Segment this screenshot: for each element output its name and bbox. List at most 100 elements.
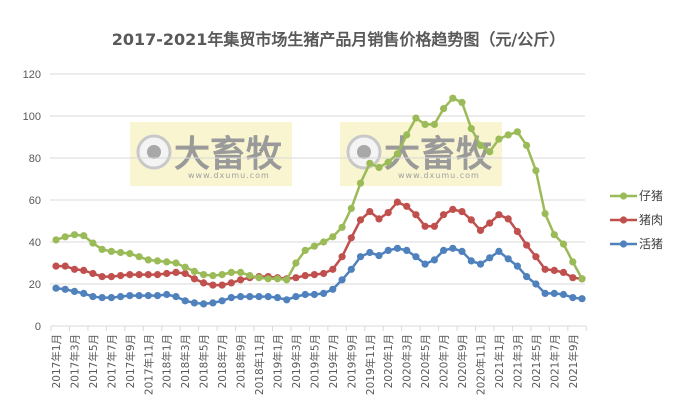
data-point	[329, 265, 337, 273]
data-point	[200, 300, 208, 308]
data-point	[523, 141, 531, 149]
data-point	[320, 269, 328, 278]
data-point	[550, 266, 558, 274]
x-tick-label: 2018年3月	[179, 334, 192, 388]
data-point	[523, 273, 531, 281]
data-point	[52, 236, 60, 244]
data-point	[338, 223, 346, 231]
x-tick-label: 2017年9月	[124, 334, 137, 388]
data-point	[347, 204, 355, 212]
data-point	[541, 265, 549, 273]
data-point	[458, 208, 466, 216]
data-point	[153, 257, 162, 265]
data-point	[70, 287, 79, 295]
data-point	[467, 216, 475, 224]
x-tick-label: 2019年11月	[364, 334, 377, 395]
legend-item: 猪肉	[610, 213, 663, 227]
data-point	[117, 248, 125, 257]
data-point	[301, 246, 309, 254]
data-point	[273, 294, 282, 302]
data-point	[569, 294, 577, 302]
data-point	[52, 262, 60, 270]
data-point	[384, 158, 392, 166]
data-point	[200, 279, 208, 287]
data-point	[559, 268, 568, 276]
data-point	[126, 271, 134, 279]
data-point	[356, 253, 365, 261]
x-tick-label: 2019年7月	[327, 334, 340, 388]
data-point	[495, 135, 503, 143]
data-point	[153, 292, 162, 300]
x-tick-label: 2017年1月	[50, 334, 63, 388]
legend-item: 仔猪	[610, 189, 663, 203]
data-point	[458, 247, 466, 255]
x-tick-label: 2020年7月	[438, 334, 451, 388]
data-point	[98, 273, 106, 281]
data-point	[375, 215, 383, 223]
data-point	[495, 211, 503, 219]
data-point	[320, 289, 328, 297]
data-point	[541, 289, 549, 297]
data-point	[172, 268, 180, 276]
data-point	[227, 268, 235, 276]
watermark-brand: 大畜牧	[384, 134, 493, 175]
data-point	[172, 259, 180, 267]
data-point	[255, 293, 263, 301]
y-tick-label: 100	[23, 111, 41, 123]
x-tick-label: 2020年9月	[456, 334, 469, 388]
data-point	[144, 256, 152, 264]
data-point	[449, 205, 457, 213]
gridlines	[50, 73, 585, 285]
data-point	[329, 233, 337, 241]
data-point	[209, 299, 217, 307]
x-tick-label: 2018年1月	[161, 334, 174, 388]
x-tick-label: 2021年3月	[511, 334, 524, 388]
data-point	[61, 285, 69, 293]
data-point	[126, 250, 134, 258]
data-point	[301, 272, 309, 280]
data-point	[504, 131, 512, 139]
data-point	[467, 257, 475, 265]
x-tick-label: 2017年5月	[87, 334, 100, 388]
data-point	[421, 260, 429, 268]
data-point	[172, 293, 180, 301]
data-point	[412, 114, 420, 122]
data-point	[301, 290, 309, 299]
data-point	[80, 289, 88, 297]
data-point	[246, 293, 254, 301]
data-point	[476, 141, 485, 149]
data-point	[467, 125, 475, 133]
data-point	[393, 150, 401, 158]
x-tick-label: 2017年3月	[68, 334, 81, 388]
data-point	[218, 281, 226, 289]
data-point	[559, 290, 568, 299]
data-point	[338, 253, 346, 261]
data-point	[218, 271, 226, 279]
data-point	[532, 253, 540, 261]
data-point	[144, 292, 152, 300]
data-point	[449, 244, 457, 252]
data-point	[569, 274, 577, 282]
data-point	[559, 240, 568, 248]
data-point	[476, 226, 485, 234]
data-point	[550, 231, 558, 239]
data-point	[504, 255, 512, 263]
data-point	[255, 274, 263, 282]
data-point	[393, 198, 401, 206]
data-point	[135, 271, 143, 279]
data-point	[310, 271, 318, 279]
data-point	[329, 285, 337, 293]
data-point	[292, 274, 300, 282]
legend-label: 猪肉	[639, 213, 663, 227]
x-tick-label: 2021年9月	[567, 334, 580, 388]
data-point	[486, 254, 494, 262]
data-point	[135, 253, 143, 261]
y-tick-label: 60	[29, 195, 41, 207]
data-point	[181, 269, 189, 278]
data-point	[292, 293, 300, 301]
data-point	[190, 275, 198, 283]
legend-label: 活猪	[639, 237, 663, 251]
